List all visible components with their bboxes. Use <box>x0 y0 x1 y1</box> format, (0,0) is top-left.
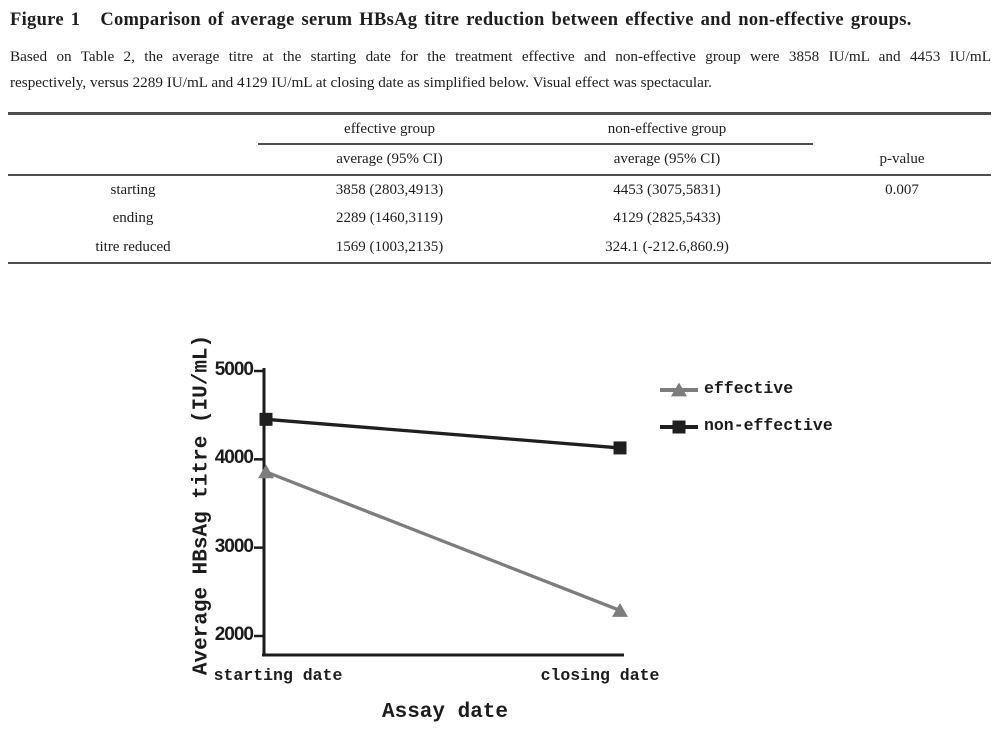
triangle-marker <box>612 602 628 617</box>
legend-label-non-effective: non-effective <box>704 416 833 435</box>
cell-effective: 3858 (2803,4913) <box>335 181 444 198</box>
empty-cell <box>8 144 258 176</box>
col-group-effective: effective group <box>258 113 521 145</box>
table-row-starting: starting 3858 (2803,4913) 4453 (3075,583… <box>8 175 991 205</box>
col-subheader-effective: average (95% CI) <box>258 144 521 176</box>
figure-caption: Figure 1 Comparison of average serum HBsA… <box>10 10 992 31</box>
table-row-ending: ending 2289 (1460,3119) 4129 (2825,5433) <box>8 205 991 234</box>
row-label: titre reduced <box>95 238 171 255</box>
series-line-effective <box>265 470 621 613</box>
y-tick-label: 5000 <box>214 359 254 380</box>
table-subheader-row: average (95% CI) average (95% CI) p-valu… <box>8 144 991 176</box>
cell-non-effective: 4129 (2825,5433) <box>613 210 721 227</box>
col-subheader-non-effective: average (95% CI) <box>521 144 813 176</box>
figure-title: Comparison of average serum HBsAg titre … <box>100 10 912 30</box>
triangle-marker <box>258 464 274 479</box>
description-line-1: Based on Table 2, the average titre at t… <box>10 48 991 65</box>
triangle-marker <box>671 382 687 397</box>
table-row-titre-reduced: titre reduced 1569 (1003,2135) 324.1 (-2… <box>8 233 991 263</box>
cell-pvalue: 0.007 <box>885 181 919 198</box>
row-label: starting <box>110 181 156 198</box>
figure-description: Based on Table 2, the average titre at t… <box>10 44 991 95</box>
cell-non-effective: 324.1 (-212.6,860.9) <box>605 238 729 255</box>
description-line-2: respectively, versus 2289 IU/mL and 4129… <box>10 73 712 91</box>
x-category-label: closing date <box>540 666 660 685</box>
figure-label: Figure 1 <box>10 10 81 30</box>
stats-table: effective group non-effective group aver… <box>8 112 991 264</box>
y-tick-label: 4000 <box>214 447 254 469</box>
row-label: ending <box>112 210 154 227</box>
series-line-non-effective <box>265 417 621 450</box>
square-marker <box>613 441 627 455</box>
y-tick-label: 2000 <box>214 624 254 645</box>
square-marker <box>259 412 273 426</box>
cell-effective: 1569 (1003,2135) <box>335 238 444 255</box>
legend-label-effective: effective <box>704 379 794 398</box>
col-group-non-effective: non-effective group <box>521 113 813 145</box>
x-category-label: starting date <box>213 666 343 685</box>
y-tick-label: 3000 <box>214 535 254 557</box>
table-group-header-row: effective group non-effective group <box>8 113 991 145</box>
cell-non-effective: 4453 (3075,5831) <box>613 181 721 198</box>
col-subheader-pvalue: p-value <box>813 144 991 176</box>
cell-effective: 2289 (1460,3119) <box>336 210 443 227</box>
x-axis-title: Assay date <box>381 701 509 724</box>
square-marker <box>672 420 686 434</box>
